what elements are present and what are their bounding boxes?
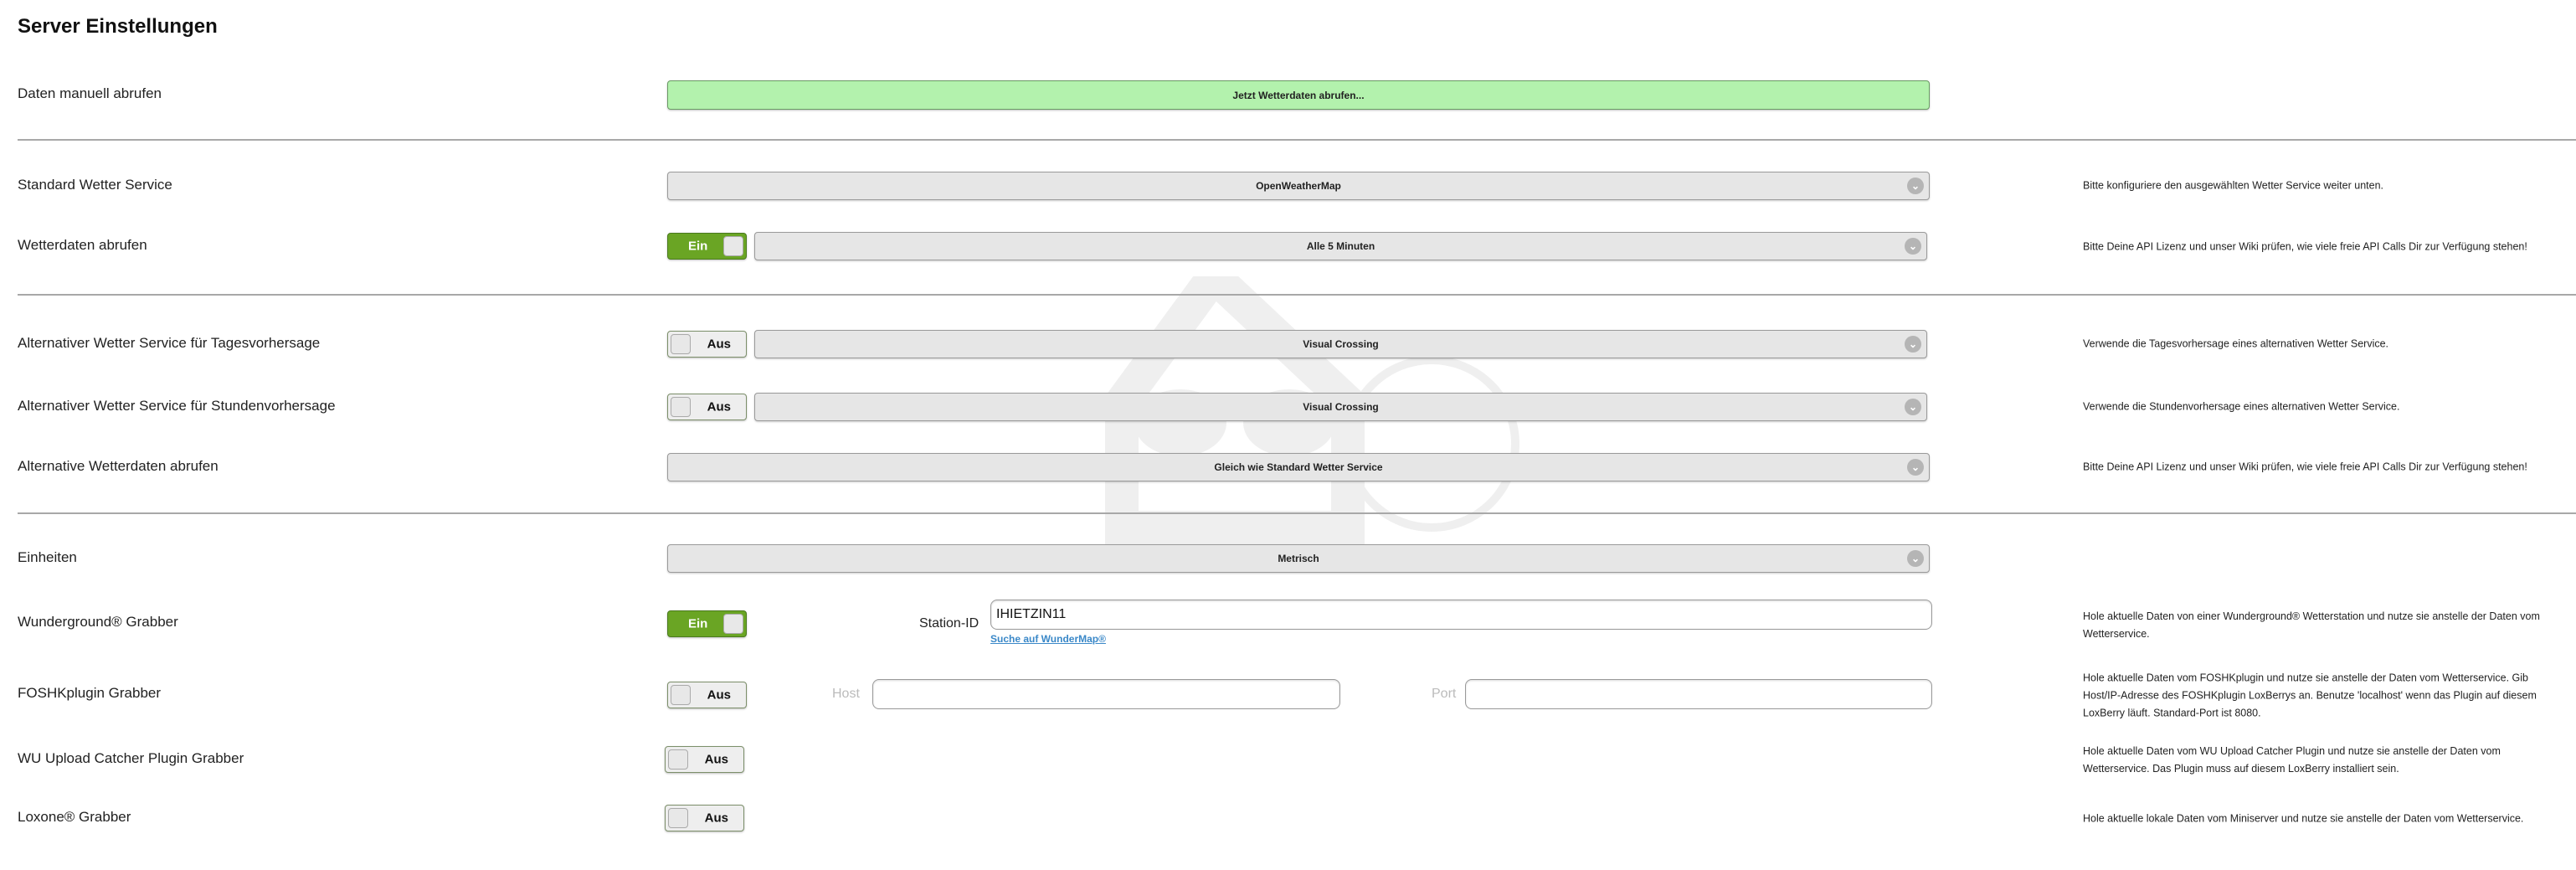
standard-service-help: Bitte konfiguriere den ausgewählten Wett… (2083, 179, 2383, 192)
fetch-now-button[interactable]: Jetzt Wetterdaten abrufen... (667, 80, 1930, 110)
wunderground-toggle[interactable]: Ein (667, 610, 747, 637)
loxone-toggle[interactable]: Aus (665, 805, 744, 831)
toggle-knob (723, 614, 743, 634)
toggle-label: Aus (707, 687, 731, 703)
fetch-interval-help: Bitte Deine API Lizenz und unser Wiki pr… (2083, 240, 2527, 253)
toggle-knob (671, 397, 691, 417)
standard-service-select[interactable]: OpenWeatherMap ⌄ (667, 172, 1930, 200)
wundermap-search-link[interactable]: Suche auf WunderMap® (990, 633, 1106, 645)
alt-daily-label: Alternativer Wetter Service für Tagesvor… (18, 335, 321, 351)
select-value: Gleich wie Standard Wetter Service (1214, 461, 1383, 473)
fetch-toggle[interactable]: Ein (667, 233, 747, 260)
alt-hourly-label: Alternativer Wetter Service für Stundenv… (18, 398, 336, 414)
alt-daily-toggle[interactable]: Aus (667, 331, 747, 358)
manual-fetch-label: Daten manuell abrufen (18, 85, 162, 101)
alt-fetch-select[interactable]: Gleich wie Standard Wetter Service ⌄ (667, 453, 1930, 481)
wunderground-label: Wunderground® Grabber (18, 614, 178, 630)
chevron-down-icon: ⌄ (1905, 238, 1921, 255)
divider (18, 294, 2576, 296)
alt-fetch-label: Alternative Wetterdaten abrufen (18, 458, 219, 474)
alt-fetch-help: Bitte Deine API Lizenz und unser Wiki pr… (2083, 461, 2527, 473)
toggle-knob (723, 236, 743, 256)
port-label: Port (1432, 687, 1457, 701)
toggle-label: Aus (704, 811, 728, 826)
select-value: Alle 5 Minuten (1306, 240, 1375, 252)
select-value: OpenWeatherMap (1256, 180, 1341, 192)
foshk-toggle[interactable]: Aus (667, 682, 747, 708)
page-title: Server Einstellungen (18, 15, 218, 38)
units-select[interactable]: Metrisch ⌄ (667, 544, 1930, 573)
alt-hourly-select[interactable]: Visual Crossing ⌄ (754, 393, 1927, 421)
chevron-down-icon: ⌄ (1905, 336, 1921, 353)
fetch-interval-label: Wetterdaten abrufen (18, 237, 147, 253)
toggle-label: Aus (707, 399, 731, 414)
foshk-label: FOSHKplugin Grabber (18, 685, 162, 701)
toggle-knob (668, 749, 688, 770)
wu-upload-help: Hole aktuelle Daten vom WU Upload Catche… (2083, 745, 2501, 775)
alt-daily-select[interactable]: Visual Crossing ⌄ (754, 330, 1927, 358)
divider (18, 139, 2576, 141)
fetch-interval-select[interactable]: Alle 5 Minuten ⌄ (754, 232, 1927, 260)
chevron-down-icon: ⌄ (1907, 178, 1924, 194)
standard-service-label: Standard Wetter Service (18, 177, 172, 193)
loxone-help: Hole aktuelle lokale Daten vom Miniserve… (2083, 812, 2524, 825)
toggle-label: Ein (688, 239, 708, 254)
chevron-down-icon: ⌄ (1907, 550, 1924, 567)
station-id-label: Station-ID (919, 616, 979, 631)
station-id-input[interactable] (990, 600, 1932, 630)
divider (18, 512, 2576, 514)
units-label: Einheiten (18, 549, 77, 565)
foshk-help: Hole aktuelle Daten vom FOSHKplugin und … (2083, 672, 2537, 719)
select-value: Visual Crossing (1303, 401, 1379, 413)
wunderground-help: Hole aktuelle Daten von einer Wundergrou… (2083, 610, 2540, 640)
host-input[interactable] (872, 679, 1340, 709)
select-value: Metrisch (1278, 553, 1319, 564)
wu-upload-label: WU Upload Catcher Plugin Grabber (18, 750, 244, 766)
toggle-label: Aus (707, 337, 731, 352)
toggle-label: Ein (688, 616, 708, 631)
toggle-knob (668, 808, 688, 828)
toggle-knob (671, 685, 691, 705)
select-value: Visual Crossing (1303, 338, 1379, 350)
chevron-down-icon: ⌄ (1907, 459, 1924, 476)
alt-daily-help: Verwende die Tagesvorhersage eines alter… (2083, 337, 2389, 350)
toggle-label: Aus (704, 752, 728, 767)
alt-hourly-help: Verwende die Stundenvorhersage eines alt… (2083, 400, 2400, 413)
port-input[interactable] (1465, 679, 1932, 709)
toggle-knob (671, 334, 691, 354)
host-label: Host (832, 687, 860, 701)
chevron-down-icon: ⌄ (1905, 399, 1921, 415)
alt-hourly-toggle[interactable]: Aus (667, 394, 747, 420)
wu-upload-toggle[interactable]: Aus (665, 746, 744, 773)
loxone-label: Loxone® Grabber (18, 809, 131, 825)
